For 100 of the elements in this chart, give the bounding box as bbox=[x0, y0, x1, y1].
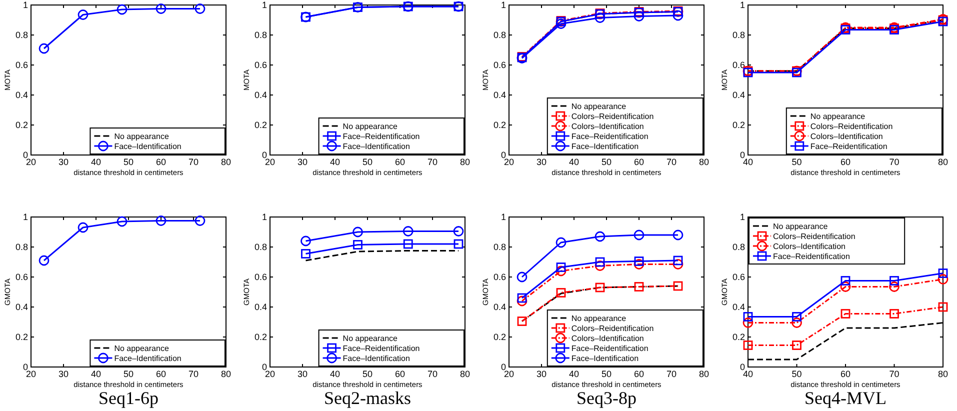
y-tick-label: 0.6 bbox=[732, 272, 745, 282]
y-tick-label: 0.4 bbox=[732, 302, 745, 312]
legend-label: Face–Identification bbox=[114, 354, 182, 363]
y-tick-label: 1 bbox=[262, 212, 267, 222]
y-tick-label: 0.8 bbox=[254, 242, 267, 252]
x-tick-label: 70 bbox=[188, 157, 199, 167]
legend-label: Face–Reidentification bbox=[571, 344, 648, 353]
legend-label: No appearance bbox=[571, 102, 627, 111]
x-tick-label: 80 bbox=[460, 369, 470, 379]
legend-label: No appearance bbox=[773, 222, 828, 231]
y-tick-label: 0 bbox=[500, 362, 506, 372]
y-tick-label: 0 bbox=[22, 362, 28, 372]
x-tick-label: 50 bbox=[601, 157, 612, 167]
x-tick-label: 30 bbox=[536, 369, 547, 379]
x-tick-label: 20 bbox=[26, 369, 36, 379]
y-tick-label: 0.6 bbox=[254, 60, 267, 70]
x-tick-label: 70 bbox=[427, 369, 438, 379]
y-tick-label: 1 bbox=[22, 212, 28, 222]
legend-label: Face–Reidentification bbox=[773, 252, 850, 261]
y-tick-label: 0.8 bbox=[254, 30, 267, 40]
x-tick-label: 40 bbox=[90, 157, 102, 167]
text: Seq4-MVL bbox=[804, 388, 886, 408]
y-tick-label: 0.6 bbox=[15, 60, 28, 70]
legend-label: Colors–Reidentification bbox=[810, 122, 893, 131]
y-tick-label: 0.8 bbox=[493, 242, 506, 252]
x-tick-label: 80 bbox=[938, 369, 948, 379]
x-tick-label: 60 bbox=[156, 369, 166, 379]
y-tick-label: 0.2 bbox=[15, 332, 28, 342]
legend-label: Face–Reidentification bbox=[571, 132, 648, 141]
y-tick-label: 0 bbox=[262, 362, 267, 372]
x-tick-label: 70 bbox=[889, 369, 900, 379]
y-tick-label: 1 bbox=[500, 212, 506, 222]
y-tick-label: 0.2 bbox=[15, 120, 28, 130]
y-tick-label: 0.4 bbox=[732, 90, 745, 100]
legend-label: Colors–Identification bbox=[810, 132, 883, 141]
x-tick-label: 60 bbox=[840, 369, 851, 379]
y-tick-label: 0 bbox=[740, 150, 745, 160]
y-tick-label: 0.6 bbox=[493, 60, 506, 70]
y-tick-label: 0.8 bbox=[732, 242, 745, 252]
x-tick-label: 30 bbox=[58, 157, 69, 167]
x-tick-label: 60 bbox=[634, 369, 644, 379]
x-tick-label: 80 bbox=[460, 157, 470, 167]
x-tick-label: 60 bbox=[394, 157, 406, 167]
y-tick-label: 0.6 bbox=[732, 60, 745, 70]
y-tick-label: 1 bbox=[500, 0, 506, 10]
x-tick-label: 70 bbox=[427, 157, 438, 167]
x-tick-label: 80 bbox=[220, 157, 232, 167]
text: Seq2-masks bbox=[324, 388, 411, 408]
legend-label: Face–Reidentification bbox=[810, 142, 888, 151]
y-tick-label: 1 bbox=[740, 212, 745, 222]
text: Seq1-6p bbox=[98, 388, 158, 408]
legend-label: Colors–Identification bbox=[571, 334, 644, 343]
legend-label: No appearance bbox=[114, 344, 170, 353]
y-tick-label: 0.4 bbox=[493, 302, 506, 312]
x-tick-label: 40 bbox=[742, 369, 754, 379]
x-tick-label: 40 bbox=[90, 369, 102, 379]
y-tick-label: 0.8 bbox=[15, 30, 28, 40]
y-tick-label: 1 bbox=[740, 0, 745, 10]
x-tick-label: 30 bbox=[297, 157, 308, 167]
legend-label: Colors–Reidentification bbox=[773, 232, 856, 241]
legend-label: Face–Reidentification bbox=[342, 132, 420, 141]
legend-label: Face–Identification bbox=[571, 354, 639, 363]
legend-label: Colors–Reidentification bbox=[571, 324, 654, 333]
x-tick-label: 20 bbox=[264, 369, 276, 379]
x-tick-label: 70 bbox=[666, 157, 677, 167]
legend-label: Face–Reidentification bbox=[342, 344, 420, 353]
x-tick-label: 60 bbox=[394, 369, 406, 379]
y-tick-label: 0.6 bbox=[493, 272, 506, 282]
y-tick-label: 0 bbox=[740, 362, 745, 372]
x-tick-label: 20 bbox=[504, 369, 514, 379]
x-tick-label: 60 bbox=[840, 157, 851, 167]
y-tick-label: 0.4 bbox=[493, 90, 506, 100]
legend-label: No appearance bbox=[571, 314, 627, 323]
legend-label: Face–Identification bbox=[571, 142, 639, 151]
x-tick-label: 40 bbox=[330, 157, 340, 167]
y-tick-label: 0 bbox=[500, 150, 506, 160]
y-tick-label: 0.6 bbox=[15, 272, 28, 282]
x-tick-label: 30 bbox=[58, 369, 69, 379]
x-tick-label: 50 bbox=[362, 157, 373, 167]
x-tick-label: 70 bbox=[889, 157, 900, 167]
y-tick-label: 0.2 bbox=[493, 332, 506, 342]
x-tick-label: 70 bbox=[666, 369, 677, 379]
y-tick-label: 0.2 bbox=[732, 332, 745, 342]
x-tick-label: 80 bbox=[698, 157, 710, 167]
legend-label: Face–Identification bbox=[342, 354, 410, 363]
x-tick-label: 50 bbox=[123, 369, 134, 379]
x-tick-label: 80 bbox=[938, 157, 948, 167]
x-tick-label: 80 bbox=[220, 369, 232, 379]
legend-label: Colors–Identification bbox=[773, 242, 846, 251]
y-tick-label: 0.8 bbox=[15, 242, 28, 252]
legend-label: No appearance bbox=[810, 112, 866, 121]
text: Seq3-8p bbox=[576, 388, 636, 408]
y-tick-label: 0.2 bbox=[254, 332, 267, 342]
y-tick-label: 1 bbox=[22, 0, 28, 10]
y-tick-label: 0.4 bbox=[15, 302, 28, 312]
y-tick-label: 1 bbox=[262, 0, 267, 10]
y-tick-label: 0.2 bbox=[493, 120, 506, 130]
x-tick-label: 70 bbox=[188, 369, 199, 379]
y-tick-label: 0.4 bbox=[15, 90, 28, 100]
legend-label: Colors–Identification bbox=[571, 122, 644, 131]
